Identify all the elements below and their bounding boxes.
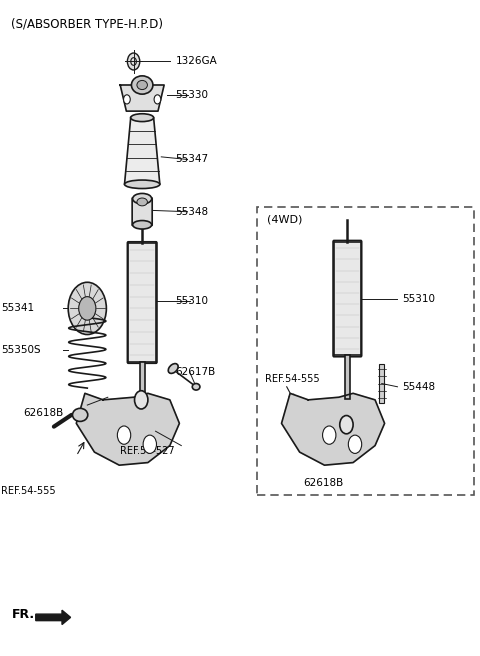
Circle shape — [68, 282, 107, 335]
Text: REF.54-555: REF.54-555 — [265, 374, 320, 384]
Circle shape — [143, 435, 156, 453]
Ellipse shape — [132, 76, 153, 94]
Text: 55341: 55341 — [1, 304, 35, 314]
Text: 55330: 55330 — [176, 91, 209, 100]
Bar — [345, 356, 350, 399]
FancyBboxPatch shape — [333, 241, 362, 357]
Circle shape — [323, 426, 336, 444]
Ellipse shape — [137, 198, 147, 206]
Circle shape — [117, 426, 131, 444]
Text: 62617B: 62617B — [176, 367, 216, 377]
Circle shape — [348, 435, 362, 453]
Ellipse shape — [132, 220, 152, 229]
Text: 55310: 55310 — [402, 294, 435, 304]
Text: 1326GA: 1326GA — [176, 56, 217, 66]
Ellipse shape — [72, 408, 88, 421]
Ellipse shape — [137, 81, 147, 90]
Text: 55347: 55347 — [176, 154, 209, 165]
Text: REF.50-527: REF.50-527 — [120, 446, 174, 456]
Circle shape — [127, 53, 140, 70]
Ellipse shape — [124, 180, 160, 188]
Text: FR.: FR. — [12, 607, 35, 621]
Bar — [379, 364, 384, 403]
Bar — [140, 362, 145, 399]
Text: (4WD): (4WD) — [267, 215, 302, 225]
Ellipse shape — [168, 363, 178, 373]
FancyArrow shape — [36, 610, 71, 625]
Ellipse shape — [131, 113, 154, 121]
Polygon shape — [120, 85, 164, 111]
Polygon shape — [124, 117, 160, 184]
Text: REF.54-555: REF.54-555 — [1, 486, 56, 497]
FancyBboxPatch shape — [132, 198, 152, 226]
Text: 62618B: 62618B — [23, 408, 63, 418]
Circle shape — [154, 95, 161, 104]
Polygon shape — [76, 394, 180, 465]
FancyBboxPatch shape — [127, 242, 157, 363]
Polygon shape — [281, 394, 384, 465]
Circle shape — [340, 415, 353, 434]
Ellipse shape — [132, 194, 152, 204]
Ellipse shape — [192, 384, 200, 390]
Text: 55448: 55448 — [402, 382, 435, 392]
Circle shape — [123, 95, 130, 104]
Text: (S/ABSORBER TYPE-H.P.D): (S/ABSORBER TYPE-H.P.D) — [11, 18, 163, 31]
Text: 55348: 55348 — [176, 207, 209, 216]
Text: 55350S: 55350S — [1, 345, 41, 355]
Circle shape — [79, 297, 96, 320]
Text: 62618B: 62618B — [303, 478, 343, 489]
Circle shape — [134, 391, 148, 409]
Text: 55310: 55310 — [176, 296, 209, 306]
